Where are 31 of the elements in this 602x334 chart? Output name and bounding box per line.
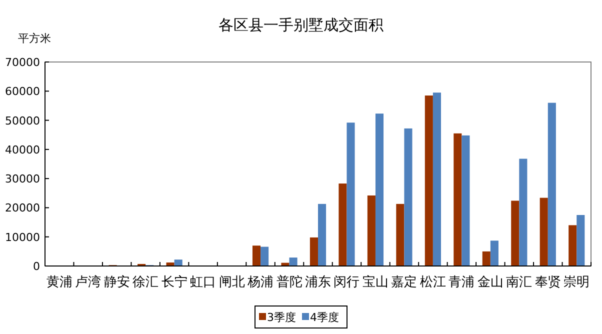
- x-tick-label: 闸北: [218, 275, 245, 290]
- x-tick-label: 杨浦: [246, 275, 274, 290]
- chart-title: 各区县一手别墅成交面积: [218, 16, 384, 34]
- x-tick-label: 青浦: [448, 275, 475, 290]
- y-tick-label: 60000: [5, 85, 40, 98]
- x-tick-label: 虹口: [190, 275, 216, 290]
- y-tick-label: 10000: [5, 230, 40, 244]
- x-tick-label: 金山: [477, 275, 504, 290]
- x-tick-label: 长宁: [161, 274, 188, 290]
- x-tick-label: 嘉定: [391, 275, 418, 290]
- x-tick-label: 松江: [420, 275, 446, 290]
- y-tick-label: 0: [33, 260, 40, 273]
- y-tick-label: 20000: [5, 202, 40, 215]
- x-tick-label: 静安: [104, 274, 130, 290]
- y-axis-title: 平方米: [18, 32, 51, 45]
- legend-label: 3季度: [267, 311, 296, 324]
- x-tick-label: 闵行: [334, 275, 360, 290]
- y-tick-label: 50000: [5, 114, 40, 128]
- y-tick-label: 40000: [5, 143, 40, 156]
- x-tick-label: 宝山: [362, 274, 388, 290]
- x-tick-label: 卢湾: [75, 274, 102, 290]
- x-tick-label: 崇明: [564, 275, 590, 290]
- x-tick-label: 南汇: [506, 275, 532, 290]
- x-tick-label: 浦东: [305, 275, 331, 290]
- x-tick-label: 徐汇: [132, 275, 159, 290]
- x-tick-label: 黄浦: [46, 275, 72, 290]
- x-tick-label: 奉贤: [534, 275, 561, 290]
- y-tick-label: 70000: [5, 56, 40, 69]
- legend-label: 4季度: [310, 311, 339, 324]
- y-tick-label: 30000: [5, 172, 40, 186]
- x-tick-label: 普陀: [276, 274, 302, 290]
